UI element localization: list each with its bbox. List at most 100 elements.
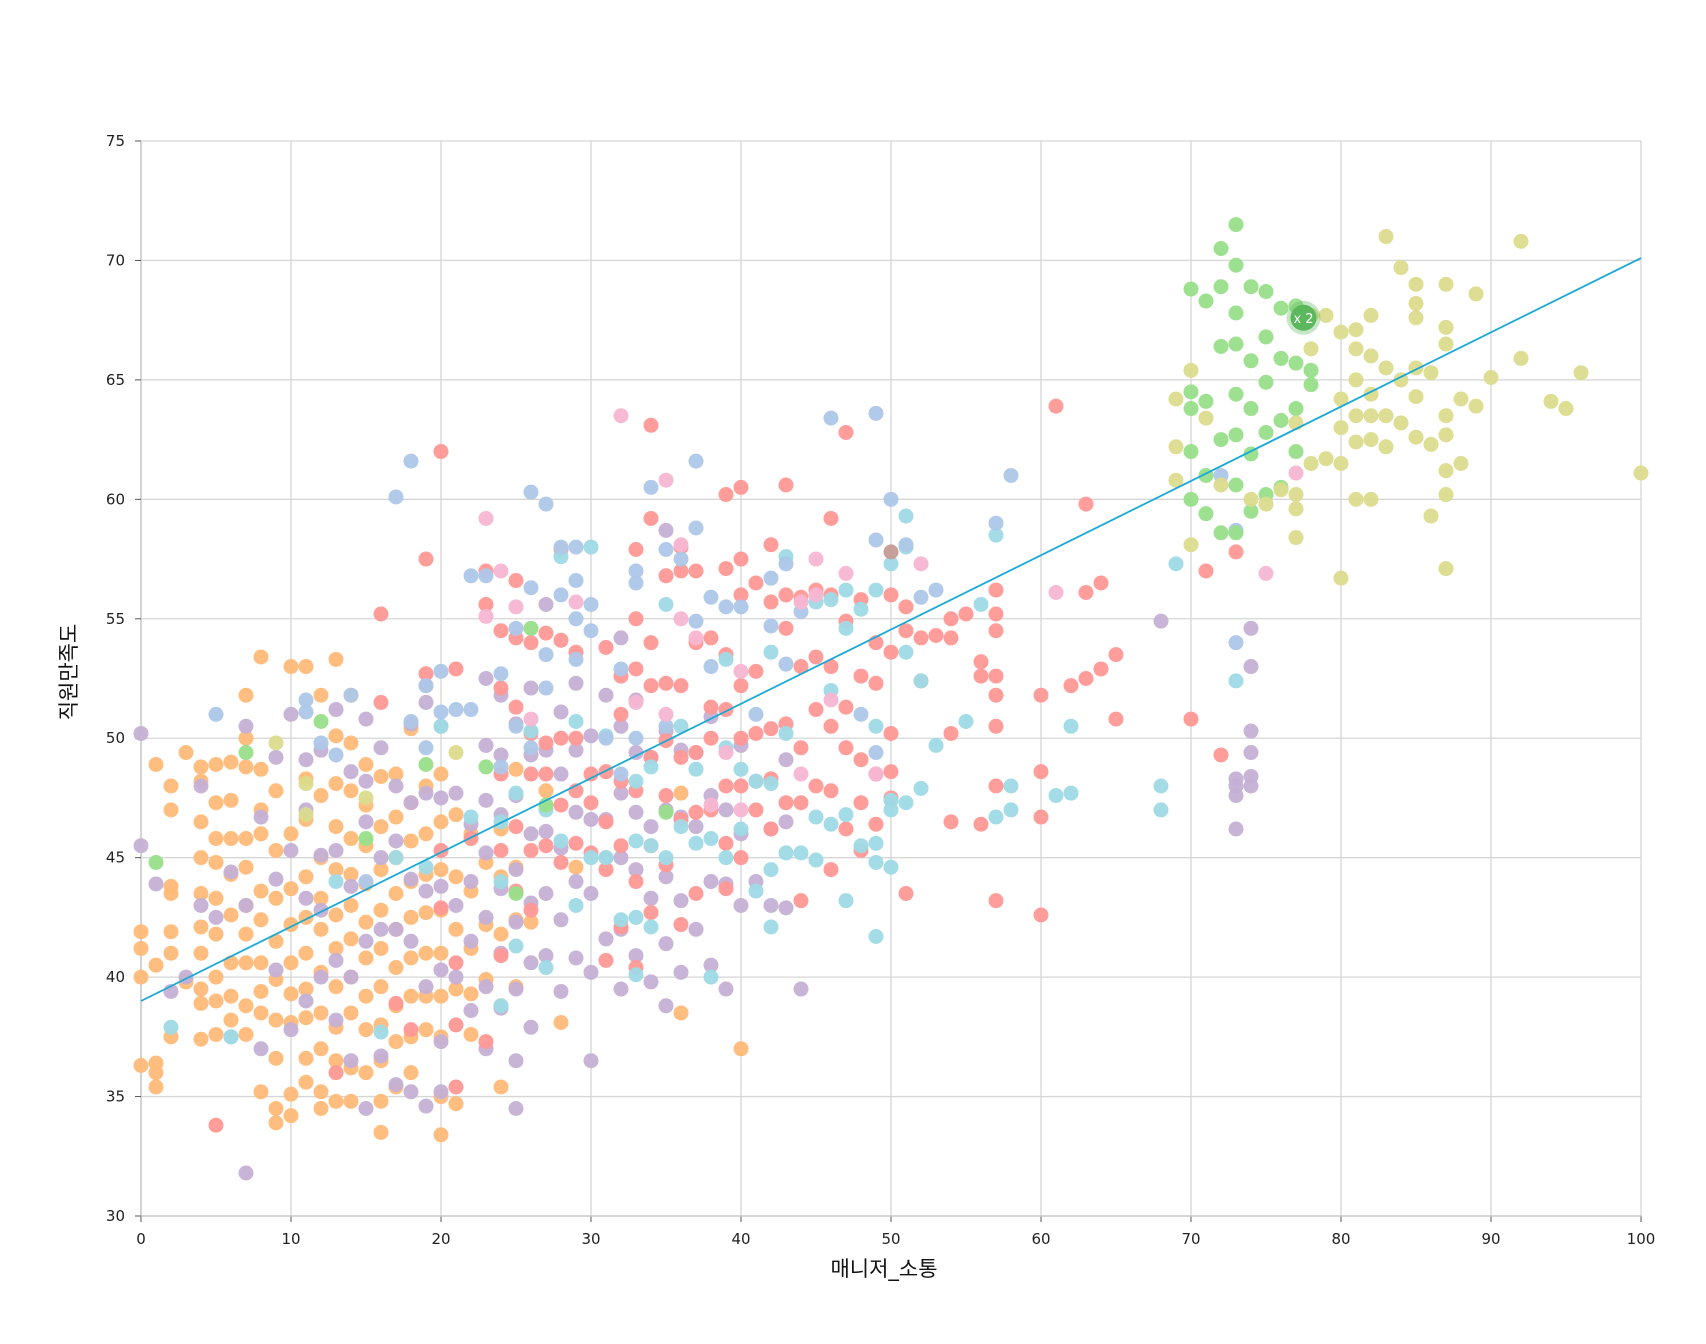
data-point[interactable] — [583, 795, 599, 811]
data-point[interactable] — [508, 981, 524, 997]
data-point[interactable] — [1183, 491, 1199, 507]
data-point[interactable] — [1258, 284, 1274, 299]
data-point[interactable] — [553, 983, 569, 999]
data-point[interactable] — [298, 752, 314, 768]
data-point[interactable] — [1483, 370, 1499, 385]
data-point[interactable] — [628, 833, 644, 849]
data-point[interactable] — [193, 850, 209, 866]
data-point[interactable] — [298, 981, 314, 997]
data-point[interactable] — [178, 745, 194, 761]
data-point[interactable] — [268, 890, 284, 906]
data-point[interactable] — [598, 850, 614, 866]
data-point[interactable] — [763, 919, 779, 935]
data-point[interactable] — [748, 802, 764, 818]
data-point[interactable] — [613, 706, 629, 722]
data-point[interactable] — [883, 587, 899, 603]
data-point[interactable] — [448, 955, 464, 971]
data-point[interactable] — [1393, 372, 1409, 388]
data-point[interactable] — [1438, 487, 1454, 503]
data-point[interactable] — [1258, 565, 1274, 581]
data-point[interactable] — [583, 766, 599, 782]
data-point[interactable] — [1333, 391, 1349, 407]
data-point[interactable] — [193, 897, 209, 913]
data-point[interactable] — [703, 797, 719, 813]
data-point[interactable] — [418, 905, 434, 921]
data-point[interactable] — [1228, 257, 1244, 273]
data-point[interactable] — [448, 1079, 464, 1095]
data-point[interactable] — [523, 620, 539, 636]
data-point[interactable] — [523, 580, 539, 596]
data-point[interactable] — [538, 886, 554, 901]
data-point[interactable] — [853, 601, 869, 617]
data-point[interactable] — [628, 542, 644, 557]
data-point[interactable] — [1183, 711, 1199, 727]
data-point[interactable] — [433, 704, 449, 720]
data-point[interactable] — [973, 816, 989, 832]
data-point[interactable] — [313, 890, 329, 906]
data-point[interactable] — [643, 838, 659, 854]
data-point[interactable] — [448, 869, 464, 885]
data-point[interactable] — [688, 630, 704, 646]
data-point[interactable] — [1438, 427, 1454, 443]
data-point[interactable] — [913, 780, 929, 796]
data-point[interactable] — [373, 606, 389, 622]
data-point[interactable] — [133, 940, 149, 956]
data-point[interactable] — [658, 675, 674, 691]
data-point[interactable] — [718, 835, 734, 851]
data-point[interactable] — [553, 632, 569, 648]
data-point[interactable] — [1228, 386, 1244, 402]
data-point[interactable] — [1243, 723, 1259, 739]
data-point[interactable] — [718, 561, 734, 577]
data-point[interactable] — [793, 740, 809, 756]
data-point[interactable] — [253, 955, 269, 971]
data-point[interactable] — [298, 1074, 314, 1090]
data-point[interactable] — [373, 768, 389, 784]
data-point[interactable] — [658, 998, 674, 1014]
data-point[interactable] — [1168, 391, 1184, 407]
data-point[interactable] — [388, 1034, 404, 1050]
data-point[interactable] — [658, 596, 674, 612]
data-point[interactable] — [163, 878, 179, 894]
data-point[interactable] — [478, 596, 494, 612]
data-point[interactable] — [493, 759, 509, 775]
data-point[interactable] — [883, 859, 899, 875]
data-point[interactable] — [718, 850, 734, 866]
data-point[interactable] — [1003, 778, 1019, 794]
data-point[interactable] — [1348, 372, 1364, 388]
data-point[interactable] — [1558, 401, 1574, 417]
data-point[interactable] — [1243, 279, 1259, 295]
data-point[interactable] — [523, 843, 539, 858]
data-point[interactable] — [478, 568, 494, 584]
data-point[interactable] — [253, 826, 269, 842]
data-point[interactable] — [748, 663, 764, 679]
data-point[interactable] — [298, 869, 314, 885]
data-point[interactable] — [493, 680, 509, 696]
data-point[interactable] — [1378, 360, 1394, 376]
data-point[interactable] — [418, 1098, 434, 1114]
data-point[interactable] — [508, 761, 524, 777]
data-point[interactable] — [583, 886, 599, 901]
data-point[interactable] — [493, 1079, 509, 1095]
data-point[interactable] — [853, 838, 869, 854]
data-point[interactable] — [448, 1096, 464, 1112]
data-point[interactable] — [253, 761, 269, 777]
data-point[interactable] — [808, 649, 824, 665]
data-point[interactable] — [328, 702, 344, 718]
data-point[interactable] — [1318, 451, 1334, 467]
data-point[interactable] — [133, 725, 149, 741]
data-point[interactable] — [148, 1079, 164, 1095]
data-point[interactable] — [823, 692, 839, 708]
data-point[interactable] — [238, 730, 254, 746]
data-point[interactable] — [1288, 465, 1304, 481]
data-point[interactable] — [508, 718, 524, 734]
data-point[interactable] — [193, 981, 209, 997]
data-point[interactable] — [1213, 525, 1229, 541]
data-point[interactable] — [493, 623, 509, 639]
data-point[interactable] — [568, 874, 584, 890]
data-point[interactable] — [733, 599, 749, 615]
data-point[interactable] — [298, 945, 314, 961]
data-point[interactable] — [793, 981, 809, 997]
data-point[interactable] — [463, 809, 479, 825]
data-point[interactable] — [838, 565, 854, 581]
data-point[interactable] — [568, 539, 584, 555]
